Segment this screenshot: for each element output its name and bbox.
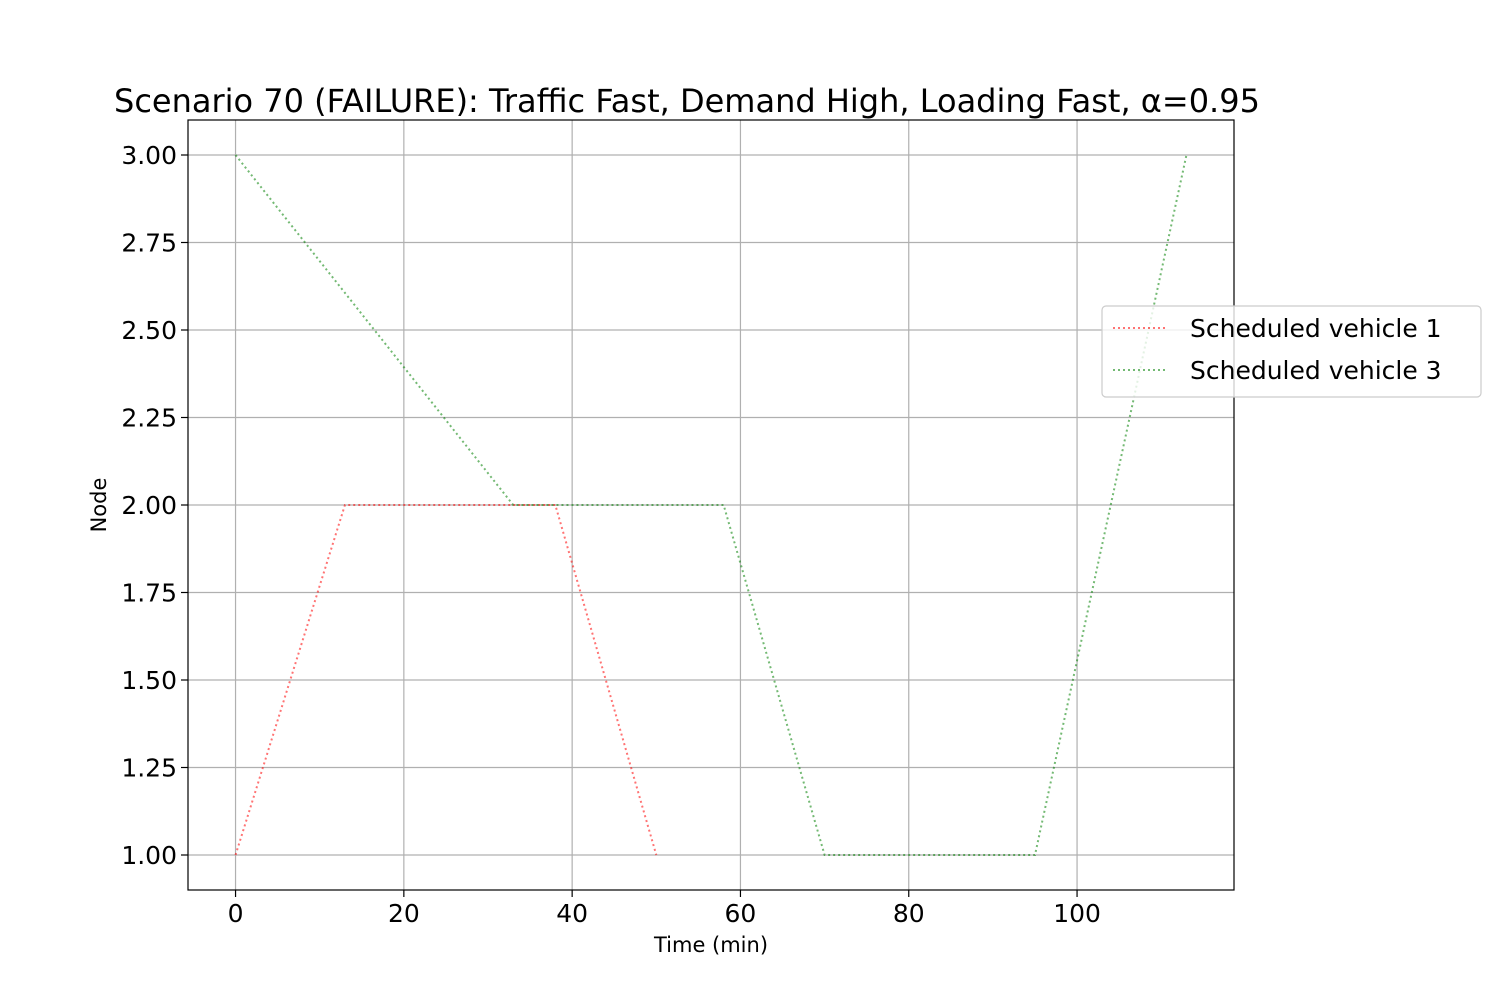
series-layer — [234, 154, 1188, 856]
x-tick-label: 20 — [388, 899, 420, 928]
axis-ticks: 0 20 40 60 80 100 1.00 1.25 1.50 1.75 2.00 2.25 2.50… — [121, 141, 1101, 928]
y-tick-label: 1.50 — [121, 666, 177, 695]
y-tick-label: 2.25 — [121, 404, 177, 433]
y-tick-label: 3.00 — [121, 141, 177, 170]
y-axis-label: Node — [87, 478, 111, 533]
grid — [188, 120, 1234, 890]
series-line-vehicle-1 — [234, 504, 658, 856]
x-tick-label: 80 — [893, 899, 925, 928]
legend: Scheduled vehicle 1 Scheduled vehicle 3 — [1101, 305, 1482, 398]
x-tick-label: 40 — [556, 899, 588, 928]
legend-label-vehicle-1: Scheduled vehicle 1 — [1190, 314, 1442, 343]
x-axis-label: Time (min) — [653, 933, 768, 957]
chart-title: Scenario 70 (FAILURE): Traffic Fast, Dem… — [114, 82, 1260, 120]
x-tick-label: 0 — [228, 899, 244, 928]
y-tick-label: 1.25 — [121, 754, 177, 783]
legend-label-vehicle-3: Scheduled vehicle 3 — [1190, 356, 1442, 385]
series-line-vehicle-3 — [234, 154, 1188, 856]
y-tick-label: 1.75 — [121, 579, 177, 608]
y-tick-label: 2.00 — [121, 491, 177, 520]
y-tick-label: 1.00 — [121, 841, 177, 870]
x-tick-label: 60 — [725, 899, 757, 928]
legend-box — [1101, 305, 1482, 398]
y-tick-label: 2.75 — [121, 229, 177, 258]
y-tick-label: 2.50 — [121, 316, 177, 345]
x-tick-label: 100 — [1053, 899, 1101, 928]
